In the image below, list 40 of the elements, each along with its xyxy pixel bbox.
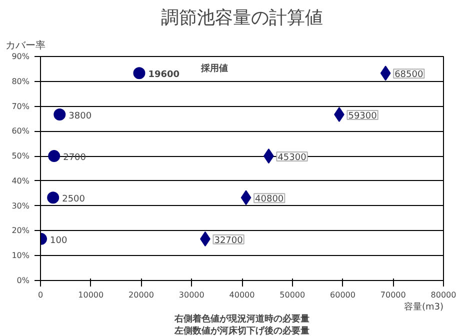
y-tick-label: 90% (12, 52, 30, 61)
annotation: 68500 (394, 70, 424, 80)
annotation: 19600 (148, 70, 180, 80)
x-tick-label: 70000 (380, 290, 406, 300)
y-tick-label: 0% (16, 276, 30, 285)
point (47, 192, 60, 204)
annotation: 32700 (214, 236, 244, 246)
x-tick-label: 10000 (78, 290, 104, 300)
annotation: 採用値 (200, 63, 228, 74)
annotation: 100 (50, 236, 68, 246)
y-tick-label: 40% (12, 176, 30, 186)
y-tick-label: 80% (12, 76, 30, 86)
y-tick-label: 30% (12, 201, 30, 210)
x-tick-label: 80000 (430, 290, 456, 300)
annotation: 45300 (278, 153, 307, 164)
point (240, 190, 252, 206)
annotation: 3800 (68, 111, 92, 122)
annotation: 2500 (62, 194, 86, 205)
x-tick-label: 30000 (178, 290, 204, 300)
x-axis-title: 容量(m3) (404, 302, 444, 312)
y-axis-title: カバー率 (6, 40, 46, 52)
x-tick-label: 60000 (330, 290, 356, 300)
y-tick-label: 50% (12, 152, 30, 161)
text: 左側数値が河床切下げ後の必要量 (174, 326, 310, 336)
y-tick-label: 20% (12, 226, 30, 236)
x-tick-label: 50000 (280, 290, 306, 300)
point (54, 108, 66, 120)
point (133, 67, 146, 80)
x-tick-label: 40000 (229, 290, 255, 300)
y-tick-label: 60% (12, 126, 30, 136)
point (48, 150, 60, 162)
annotation: 40800 (255, 194, 284, 205)
x-tick-label: 0 (38, 290, 44, 300)
text: 右側着色値が現況河道時の必要量 (174, 314, 310, 324)
chart-title: 調節池容量の計算値 (161, 8, 323, 28)
point (380, 66, 391, 81)
y-tick-label: 10% (12, 251, 30, 260)
annotation: 59300 (348, 111, 378, 122)
y-tick-label: 70% (12, 102, 30, 111)
x-tick-label: 20000 (128, 290, 154, 300)
